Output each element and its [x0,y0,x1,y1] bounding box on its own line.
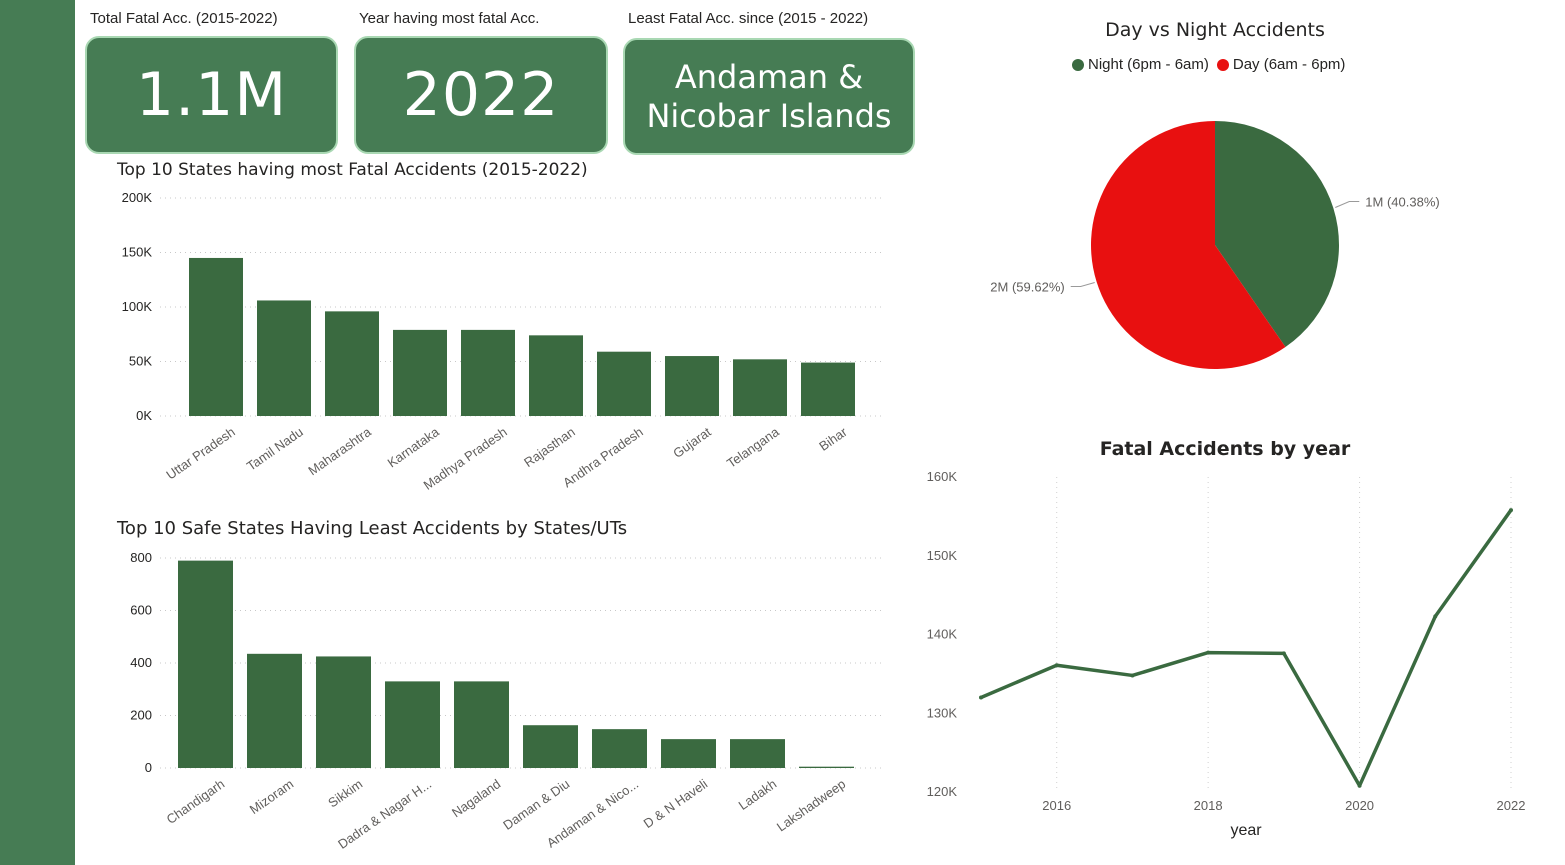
sidebar [0,0,75,865]
bar-0[interactable] [189,257,243,416]
bar-1[interactable] [247,653,302,768]
kpi-total-card[interactable]: 1.1M [85,36,338,154]
x-tick-label: Sikkim [325,776,365,810]
pie-slice-1[interactable] [1091,121,1286,369]
day-night-pie-chart[interactable]: 1M (40.38%) 2M (59.62%) [960,90,1480,400]
x-tick-label: Daman & Diu [500,776,572,833]
line-chart-title: Fatal Accidents by year [1099,438,1351,460]
bar-3[interactable] [393,329,447,416]
y-tick-label: 140K [927,627,958,642]
x-tick-label: Gujarat [670,424,714,461]
safe10-chart-title: Top 10 Safe States Having Least Accident… [117,518,628,539]
kpi-least-value: Andaman & Nicobar Islands [646,57,892,135]
x-axis-label: year [1230,822,1262,839]
bar-8[interactable] [730,739,785,768]
bar-7[interactable] [661,739,716,768]
year-line-chart[interactable]: 2016 2018 2020 2022 120K 130K 140K 150K 160K year [915,465,1555,860]
kpi-total-value: 1.1M [135,60,288,130]
y-tick-label: 800 [130,550,152,565]
x-tick-label: 2022 [1497,798,1526,813]
x-tick-label: Rajasthan [521,424,578,470]
pie-leader-line [1070,282,1095,288]
line-point-2[interactable] [1130,673,1135,678]
x-tick-label: Telangana [724,424,782,471]
x-tick-label: 2020 [1345,798,1374,813]
y-tick-label: 200K [122,190,153,205]
line-point-1[interactable] [1054,663,1059,668]
y-tick-label: 130K [927,705,958,720]
x-tick-label: Lakshadweep [774,776,848,834]
y-tick-label: 120K [927,784,958,799]
pie-data-label: 2M (59.62%) [990,280,1064,295]
y-tick-label: 200 [130,708,152,723]
x-tick-label: D & N Haveli [641,776,711,831]
x-tick-label: Karnataka [385,424,443,471]
top10-bar-chart[interactable]: 0K 50K 100K 150K 200K Uttar Pradesh Tamil Nadu… [80,180,900,500]
line-series[interactable] [980,509,1513,788]
pie-legend: Night (6pm - 6am) Day (6am - 6pm) [1068,56,1345,73]
bar-2[interactable] [316,656,371,768]
line-point-5[interactable] [1357,783,1362,788]
y-tick-label: 0K [136,408,152,423]
x-tick-label: Tamil Nadu [244,424,306,474]
bar-0[interactable] [178,560,233,768]
bar-7[interactable] [665,356,719,416]
kpi-total-label: Total Fatal Acc. (2015-2022) [90,10,278,27]
y-tick-label: 100K [122,299,153,314]
line-point-0[interactable] [979,695,983,700]
bar-9[interactable] [799,766,854,768]
y-tick-label: 50K [129,354,152,369]
pie-leader-line [1335,200,1360,208]
x-tick-label: Maharashtra [305,424,374,479]
legend-day-label: Day (6am - 6pm) [1232,56,1346,73]
bar-6[interactable] [592,729,647,768]
kpi-least-card[interactable]: Andaman & Nicobar Islands [623,38,915,155]
y-tick-label: 400 [130,655,152,670]
top10-chart-title: Top 10 States having most Fatal Accident… [117,160,588,180]
x-tick-label: Uttar Pradesh [163,424,237,482]
bar-4[interactable] [461,329,515,416]
x-tick-label: 2016 [1042,798,1071,813]
bar-5[interactable] [529,335,583,416]
x-tick-label: Chandigarh [164,776,228,827]
y-tick-label: 160K [927,469,958,484]
line-point-6[interactable] [1433,614,1438,619]
y-tick-label: 0 [145,760,152,775]
x-tick-label: Bihar [816,424,850,454]
line-point-7[interactable] [1509,508,1513,513]
pie-chart-title: Day vs Night Accidents [1105,19,1325,41]
kpi-year-label: Year having most fatal Acc. [359,10,540,27]
bar-9[interactable] [801,362,855,416]
kpi-least-label: Least Fatal Acc. since (2015 - 2022) [628,10,869,27]
x-tick-label: Ladakh [736,776,780,813]
legend-day-marker [1216,58,1229,71]
x-tick-label: Mizoram [247,776,296,817]
pie-slice-0[interactable] [1215,121,1339,348]
kpi-year-value: 2022 [402,60,560,130]
line-point-4[interactable] [1281,651,1286,656]
legend-night-marker [1072,58,1084,71]
legend-night-label: Night (6pm - 6am) [1088,56,1209,73]
x-tick-label: 2018 [1194,798,1223,813]
kpi-year-card[interactable]: 2022 [354,36,608,154]
bar-3[interactable] [385,681,440,768]
bar-6[interactable] [597,351,651,416]
bar-5[interactable] [523,725,578,768]
y-tick-label: 150K [927,548,958,563]
x-tick-label: Nagaland [449,776,503,820]
bar-1[interactable] [257,300,311,416]
pie-data-label: 1M (40.38%) [1365,194,1439,209]
y-tick-label: 150K [122,245,153,260]
line-point-3[interactable] [1206,650,1211,655]
bar-4[interactable] [454,681,509,768]
bar-8[interactable] [733,359,787,416]
y-tick-label: 600 [130,603,152,618]
bar-2[interactable] [325,311,379,416]
